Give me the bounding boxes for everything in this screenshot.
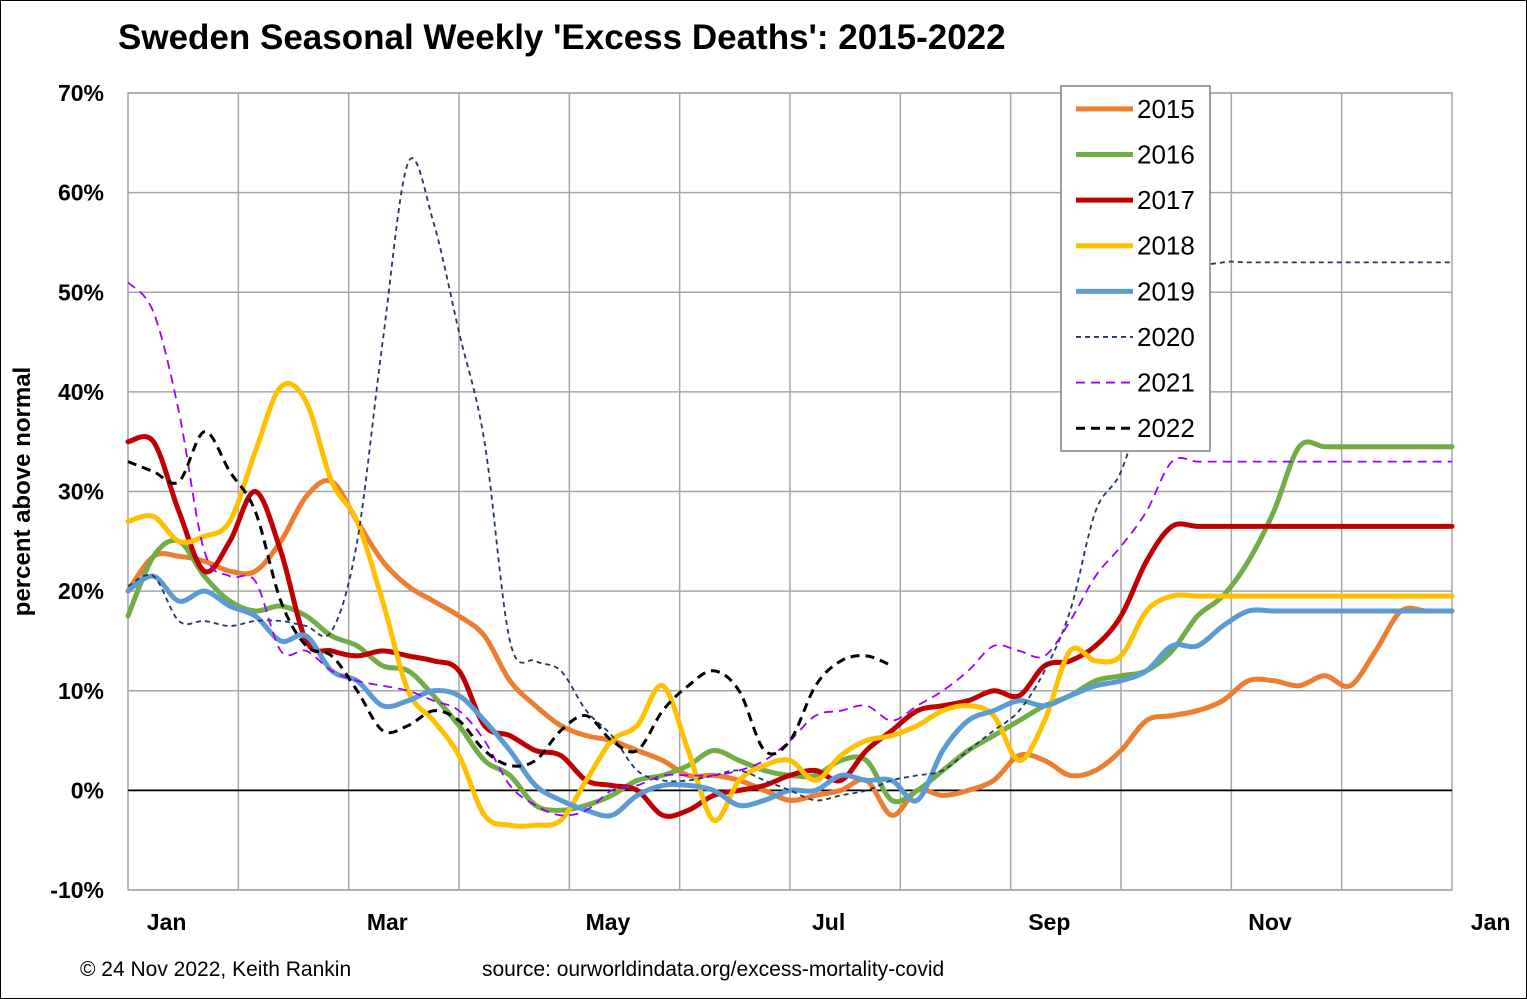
- series-line-2017: [125, 434, 1455, 819]
- y-tick-label: 10%: [58, 678, 104, 704]
- legend-label: 2020: [1137, 322, 1195, 352]
- legend-label: 2019: [1137, 276, 1195, 306]
- x-tick-label: Jan: [1471, 909, 1511, 935]
- y-tick-label: 50%: [58, 279, 104, 305]
- legend-label: 2016: [1137, 139, 1195, 169]
- y-tick-label: 0%: [71, 777, 104, 803]
- source-text: source: ourworldindata.org/excess-mortal…: [482, 958, 945, 981]
- legend-box: [1060, 85, 1211, 452]
- x-tick-label: May: [586, 909, 631, 935]
- x-tick-label: Sep: [1028, 909, 1070, 935]
- legend-label: 2017: [1137, 185, 1195, 215]
- y-tick-label: 20%: [58, 578, 104, 604]
- series-line-2021: [127, 281, 1452, 817]
- series-line-2020: [127, 157, 1452, 802]
- grid: [127, 92, 1453, 891]
- chart-title: Sweden Seasonal Weekly 'Excess Deaths': …: [118, 18, 1006, 57]
- legend-label: 2021: [1137, 368, 1195, 398]
- series-lines: [125, 157, 1455, 829]
- legend-label: 2015: [1137, 94, 1195, 124]
- y-axis-ticks: -10% 0% 10% 20% 30% 40% 50% 60% 70%: [50, 80, 104, 903]
- x-tick-label: Jan: [147, 909, 187, 935]
- series-line-2018: [125, 381, 1455, 829]
- x-axis-ticks: Jan Mar May Jul Sep Nov Jan: [147, 909, 1511, 935]
- legend: 2015 2016 2017 2018 2019 2020 2021 2022: [1060, 85, 1211, 452]
- y-tick-label: -10%: [50, 877, 104, 903]
- legend-label: 2022: [1137, 413, 1195, 443]
- x-tick-label: Jul: [812, 909, 845, 935]
- y-tick-label: 60%: [58, 180, 104, 206]
- x-tick-label: Mar: [367, 909, 408, 935]
- y-tick-label: 70%: [58, 80, 104, 106]
- copyright-text: © 24 Nov 2022, Keith Rankin: [80, 958, 352, 981]
- y-tick-label: 30%: [58, 479, 104, 505]
- y-axis-label: percent above normal: [9, 367, 36, 616]
- y-tick-label: 40%: [58, 379, 104, 405]
- legend-label: 2018: [1137, 231, 1195, 261]
- x-tick-label: Nov: [1248, 909, 1292, 935]
